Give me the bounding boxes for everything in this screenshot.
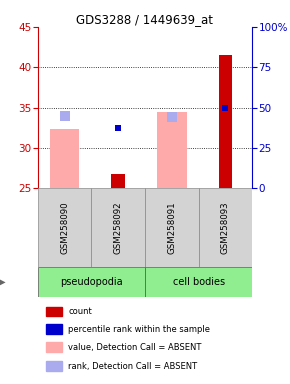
Text: count: count (68, 307, 92, 316)
Text: cell bodies: cell bodies (173, 277, 225, 287)
Bar (219, 55, 232, 188)
Text: other ▶: other ▶ (0, 277, 6, 287)
Bar (145, 188, 199, 267)
Text: GSM258093: GSM258093 (221, 201, 230, 254)
Bar (50, 129, 79, 188)
Bar (157, 112, 186, 188)
Text: pseudopodia: pseudopodia (60, 277, 123, 287)
Bar (199, 188, 252, 267)
Bar (46, 343, 62, 352)
Text: rank, Detection Call = ABSENT: rank, Detection Call = ABSENT (68, 362, 197, 371)
Text: GSM258090: GSM258090 (60, 201, 69, 254)
Title: GDS3288 / 1449639_at: GDS3288 / 1449639_at (77, 13, 213, 26)
Bar (38, 267, 145, 298)
Bar (46, 307, 62, 316)
Bar (38, 188, 91, 267)
Text: value, Detection Call = ABSENT: value, Detection Call = ABSENT (68, 343, 202, 352)
Bar (145, 267, 252, 298)
Bar (46, 324, 62, 334)
Text: percentile rank within the sample: percentile rank within the sample (68, 324, 210, 334)
Bar (46, 361, 62, 371)
Bar (91, 188, 145, 267)
Text: GSM258092: GSM258092 (114, 201, 123, 254)
Text: GSM258091: GSM258091 (167, 201, 176, 254)
Bar (111, 174, 125, 188)
